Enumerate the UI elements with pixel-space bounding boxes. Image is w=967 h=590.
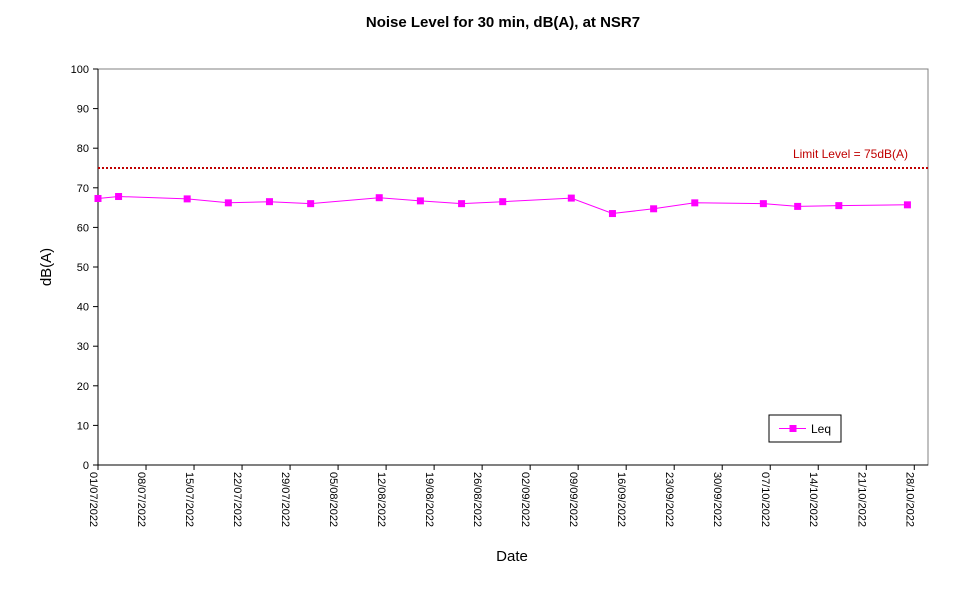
y-tick-label: 30 [77, 341, 89, 353]
y-axis: 0 10 20 30 40 50 60 70 80 90 100 [71, 64, 99, 472]
x-tick-label: 29/07/2022 [279, 472, 291, 527]
data-point-leq [650, 205, 658, 213]
series-leq [94, 193, 911, 218]
y-tick-label: 60 [77, 222, 89, 234]
y-tick-label: 0 [83, 460, 89, 472]
x-axis: 01/07/2022 08/07/2022 15/07/2022 22/07/2022… [87, 464, 928, 527]
x-tick-label: 19/08/2022 [423, 472, 435, 527]
data-point-leq [265, 198, 273, 206]
x-tick-label: 12/08/2022 [375, 472, 387, 527]
x-tick-label: 28/10/2022 [903, 472, 915, 527]
x-tick-label: 22/07/2022 [231, 472, 243, 527]
y-tick-label: 90 [77, 104, 89, 116]
y-tick-label: 10 [77, 420, 89, 432]
y-tick-label: 40 [77, 302, 89, 314]
x-tick-label: 05/08/2022 [327, 472, 339, 527]
y-tick-label: 50 [77, 262, 89, 274]
series-line-leq [97, 195, 908, 215]
x-tick-label: 07/10/2022 [759, 472, 771, 527]
x-tick-label: 30/09/2022 [711, 472, 723, 527]
data-point-leq [608, 210, 616, 218]
y-tick-label: 70 [77, 183, 89, 195]
chart-title: Noise Level for 30 min, dB(A), at NSR7 [366, 14, 640, 31]
x-tick-label: 02/09/2022 [519, 472, 531, 527]
x-tick-label: 08/07/2022 [135, 472, 147, 527]
y-axis-label: dB(A) [38, 248, 55, 286]
data-point-leq [115, 193, 123, 201]
data-point-leq [375, 194, 383, 202]
data-point-leq [903, 201, 911, 209]
x-tick-label: 14/10/2022 [807, 472, 819, 527]
x-tick-label: 16/09/2022 [615, 472, 627, 527]
x-tick-label: 26/08/2022 [471, 472, 483, 527]
data-point-leq [416, 197, 424, 205]
data-point-leq [691, 199, 699, 207]
y-tick-label: 100 [71, 64, 89, 76]
y-tick-label: 20 [77, 381, 89, 393]
data-point-leq [94, 194, 102, 202]
x-tick-label: 23/09/2022 [663, 472, 675, 527]
data-point-leq [759, 200, 767, 208]
data-point-leq [567, 194, 575, 202]
plot-area [97, 68, 929, 466]
x-tick-label: 09/09/2022 [567, 472, 579, 527]
x-tick-label: 15/07/2022 [183, 472, 195, 527]
legend: Leq [768, 414, 842, 443]
y-tick-label: 80 [77, 143, 89, 155]
data-point-leq [224, 199, 232, 207]
data-point-leq [499, 198, 507, 206]
data-point-leq [835, 202, 843, 210]
legend-label-leq: Leq [811, 422, 831, 436]
data-point-leq [183, 195, 191, 203]
x-tick-label: 21/10/2022 [855, 472, 867, 527]
limit-label: Limit Level = 75dB(A) [793, 147, 908, 161]
legend-marker [789, 425, 797, 432]
x-axis-label: Date [496, 548, 528, 565]
x-tick-label: 01/07/2022 [87, 472, 99, 527]
data-point-leq [458, 200, 466, 208]
data-point-leq [794, 202, 802, 210]
data-point-leq [307, 200, 315, 208]
